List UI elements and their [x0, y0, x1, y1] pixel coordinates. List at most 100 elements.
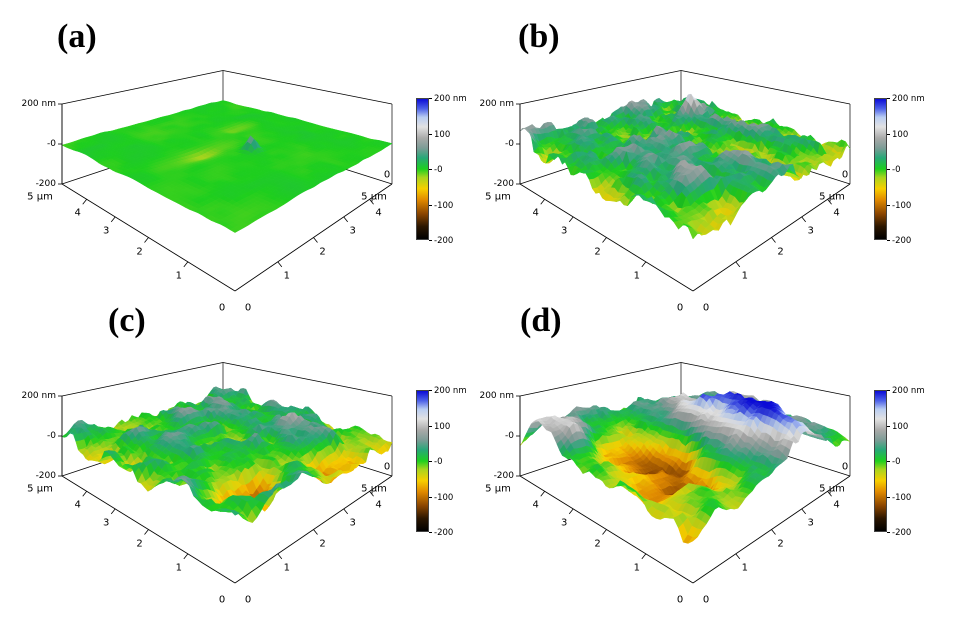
x-axis-tick-label: 2: [777, 246, 784, 257]
colorbar-tick-label: -0: [434, 457, 443, 467]
colorbar: 200 nm 100 -0 -100 -200: [416, 386, 476, 542]
colorbar-tick-label: -200: [892, 236, 912, 246]
colorbar-tick-label: -100: [892, 200, 912, 211]
z-axis-tick-label: -0: [505, 139, 514, 149]
y-axis-tick-label: 3: [561, 225, 568, 237]
colorbar-tick-label: -0: [892, 165, 901, 175]
x-axis-corner-zero-label: 0: [841, 461, 849, 473]
y-axis-max-label: 5 µm: [27, 191, 53, 203]
colorbar: 200 nm 100 -0 -100 -200: [874, 94, 934, 250]
x-axis-tick-label: 4: [833, 499, 840, 511]
y-axis-tick-label: 2: [594, 538, 601, 549]
y-axis-tick-label: 1: [175, 562, 182, 574]
colorbar-tick: [887, 461, 890, 462]
colorbar-tick: [429, 169, 432, 170]
x-axis-max-label: 5 µm: [361, 483, 387, 495]
colorbar-tick: [887, 390, 890, 391]
y-axis-origin-label: 0: [218, 594, 226, 606]
x-axis-max-label: 5 µm: [819, 483, 845, 495]
x-axis-tick-label: 3: [349, 517, 356, 529]
colorbar-tick: [887, 240, 890, 241]
x-axis-corner-zero-label: 0: [383, 461, 391, 473]
afm-panel-a: (a) 200 nm -0 -200 5 µm 1 2 3 4 0 0 1 2 3 4 0 5 µm 200 n…: [0, 6, 470, 336]
colorbar-tick: [429, 425, 432, 427]
x-axis-tick-label: 3: [349, 225, 356, 237]
z-axis-tick-label: -0: [47, 431, 56, 441]
panel-label-c: (c): [108, 302, 146, 339]
x-axis-max-label: 5 µm: [819, 191, 845, 203]
z-axis-tick-label: -0: [47, 139, 56, 149]
z-axis-tick-label: -200: [35, 471, 56, 481]
colorbar-tick-label: -200: [434, 236, 454, 246]
panel-label-d: (d): [520, 302, 562, 339]
surface-plot-b: [458, 6, 928, 336]
x-axis-tick-label: 2: [777, 538, 784, 549]
surface-plot-c: [0, 298, 470, 628]
y-axis-tick-label: 3: [561, 517, 568, 529]
colorbar-tick-label: -200: [434, 528, 454, 538]
y-axis-max-label: 5 µm: [485, 483, 511, 495]
x-axis-tick-label: 1: [741, 562, 748, 574]
x-axis-max-label: 5 µm: [361, 191, 387, 203]
z-axis-tick-label: -200: [35, 179, 56, 189]
colorbar-tick-label: -100: [434, 200, 454, 211]
colorbar-tick: [887, 204, 890, 206]
colorbar-tick: [429, 98, 432, 99]
afm-panel-d: (d) 200 nm -0 -200 5 µm 1 2 3 4 0 0 1 2 3 4 0 5 µm 200 n…: [458, 298, 928, 628]
colorbar-tick: [429, 133, 432, 135]
y-axis-tick-label: 1: [633, 562, 640, 574]
x-axis-corner-zero-label: 0: [841, 169, 849, 181]
x-axis-corner-zero-label: 0: [383, 169, 391, 181]
colorbar-tick-label: -200: [892, 528, 912, 538]
x-axis-tick-label: 4: [375, 499, 382, 511]
colorbar-tick: [429, 496, 432, 498]
colorbar-tick: [429, 240, 432, 241]
x-axis-origin-label: 0: [702, 594, 710, 606]
y-axis-origin-label: 0: [218, 302, 226, 314]
surface-plot-a: [0, 6, 470, 336]
y-axis-tick-label: 4: [74, 499, 81, 511]
colorbar-tick-label: 200 nm: [892, 386, 925, 396]
colorbar-gradient: [874, 390, 887, 532]
x-axis-tick-label: 2: [319, 246, 326, 257]
colorbar: 200 nm 100 -0 -100 -200: [874, 386, 934, 542]
colorbar-tick-label: -100: [892, 492, 912, 503]
x-axis-tick-label: 1: [283, 270, 290, 282]
y-axis-tick-label: 3: [103, 517, 110, 529]
z-axis-tick-label: 200 nm: [21, 99, 56, 109]
colorbar-tick-label: 200 nm: [892, 94, 925, 104]
colorbar-tick: [429, 532, 432, 533]
x-axis-origin-label: 0: [244, 594, 252, 606]
y-axis-origin-label: 0: [676, 302, 684, 314]
y-axis-tick-label: 2: [136, 538, 143, 549]
y-axis-tick-label: 4: [532, 207, 539, 219]
panel-label-b: (b): [518, 18, 560, 55]
afm-panel-b: (b) 200 nm -0 -200 5 µm 1 2 3 4 0 0 1 2 3 4 0 5 µm 200 n…: [458, 6, 928, 336]
z-axis-tick-label: -0: [505, 431, 514, 441]
y-axis-tick-label: 2: [594, 246, 601, 257]
y-axis-max-label: 5 µm: [485, 191, 511, 203]
z-axis-tick-label: 200 nm: [479, 99, 514, 109]
x-axis-tick-label: 3: [807, 517, 814, 529]
colorbar-tick: [887, 98, 890, 99]
y-axis-tick-label: 4: [532, 499, 539, 511]
surface-plot-d: [458, 298, 928, 628]
colorbar-tick: [887, 425, 890, 427]
colorbar-tick: [429, 461, 432, 462]
colorbar-tick: [887, 169, 890, 170]
x-axis-tick-label: 1: [741, 270, 748, 282]
colorbar-tick-label: 100: [434, 421, 451, 432]
colorbar-gradient: [416, 390, 429, 532]
colorbar-tick-label: -0: [892, 457, 901, 467]
colorbar: 200 nm 100 -0 -100 -200: [416, 94, 476, 250]
afm-panel-c: (c) 200 nm -0 -200 5 µm 1 2 3 4 0 0 1 2 3 4 0 5 µm 200 n…: [0, 298, 470, 628]
x-axis-tick-label: 1: [283, 562, 290, 574]
colorbar-tick-label: -0: [434, 165, 443, 175]
colorbar-tick: [887, 496, 890, 498]
colorbar-tick: [887, 133, 890, 135]
y-axis-tick-label: 4: [74, 207, 81, 219]
colorbar-tick-label: 200 nm: [434, 94, 467, 104]
x-axis-tick-label: 3: [807, 225, 814, 237]
colorbar-tick: [429, 390, 432, 391]
colorbar-tick-label: 100: [434, 129, 451, 140]
